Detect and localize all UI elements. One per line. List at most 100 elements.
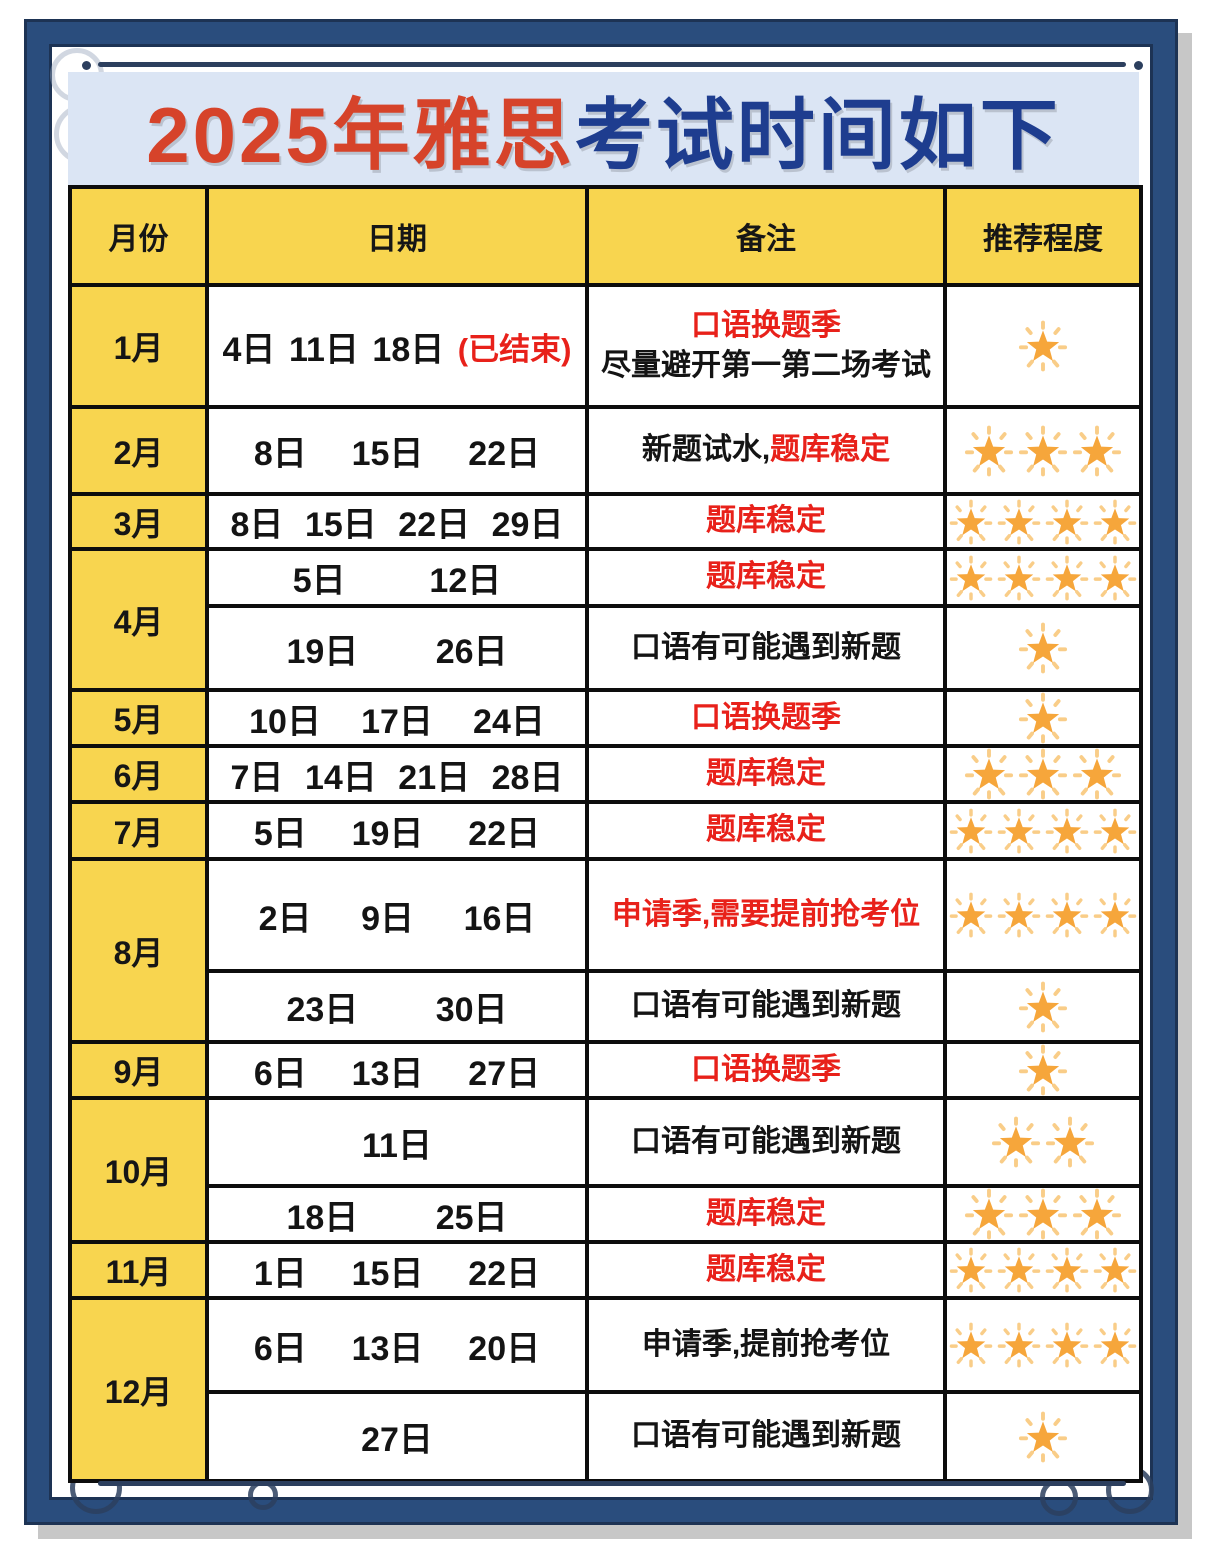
dates-cell: 5日 19日 22日	[205, 800, 589, 861]
star-icon	[1018, 1411, 1068, 1462]
decorative-line	[98, 1481, 1126, 1486]
month-cell: 3月	[68, 492, 209, 551]
dates-cell: 2日 9日 16日	[205, 857, 589, 973]
table-row: 5月 10日 17日 24日 口语换题季	[68, 688, 1143, 748]
exam-date: 26日	[435, 632, 508, 671]
dates-cell: 8日 15日 22日 29日	[205, 492, 589, 551]
decorative-dot	[1134, 61, 1143, 70]
star-icon	[1072, 750, 1122, 798]
stars-cell	[943, 1096, 1143, 1188]
exam-date: 18日	[286, 1198, 359, 1237]
exam-date: 8日	[253, 435, 307, 473]
exam-date: 9日	[361, 899, 414, 938]
star-icon	[1045, 555, 1089, 600]
table-row: 2月 8日 15日 22日 新题试水,题库稳定	[68, 405, 1143, 496]
exam-date: 8日	[230, 506, 284, 544]
table-row: 1月 4日 11日 18日 (已结束) 口语换题季 尽量避开第一第二场考试	[68, 283, 1143, 409]
exam-date: 22日	[468, 815, 541, 853]
page-title: 2025年雅思考试时间如下	[146, 73, 1061, 185]
star-icon	[1018, 622, 1068, 674]
dates-cell: 7日 14日 21日 28日	[205, 744, 589, 804]
decorative-dot	[82, 61, 91, 70]
star-icon	[964, 425, 1014, 476]
exam-date: 14日	[304, 758, 377, 797]
note-text: 题库稳定	[706, 1196, 826, 1230]
note-line: 申请季,需要提前抢考位	[591, 895, 941, 936]
dates-cell: 10日 17日 24日	[205, 688, 589, 748]
note-text: 口语有可能遇到新题	[631, 1124, 901, 1158]
stars-cell	[943, 744, 1143, 804]
note-line: 题库稳定	[591, 754, 941, 795]
note-line: 口语有可能遇到新题	[591, 986, 941, 1027]
note-cell: 口语有可能遇到新题	[585, 604, 947, 692]
dates-cell: 11日	[205, 1096, 589, 1188]
header-notes: 备注	[585, 185, 947, 287]
note-text: 题库稳定	[706, 813, 826, 847]
note-line: 题库稳定	[591, 810, 941, 851]
dates-cell: 6日 13日 27日	[205, 1040, 589, 1100]
exam-date: 15日	[304, 506, 377, 544]
star-icon	[1018, 694, 1068, 742]
note-line: 题库稳定	[591, 557, 941, 598]
star-icon	[1093, 808, 1137, 853]
note-text: 申请季,需要提前抢考位	[611, 897, 921, 931]
exam-date: 13日	[351, 1054, 424, 1093]
note-cell: 题库稳定	[585, 492, 947, 551]
month-cell: 2月	[68, 405, 209, 496]
exam-date: 2日	[258, 899, 312, 938]
month-cell: 4月	[68, 547, 209, 692]
note-cell: 申请季,需要提前抢考位	[585, 857, 947, 973]
dates-cell: 19日 26日	[205, 604, 589, 692]
star-icon	[949, 1247, 993, 1293]
stars-cell	[943, 969, 1143, 1044]
note-line: 申请季,提前抢考位	[591, 1325, 941, 1366]
note-text: 口语有可能遇到新题	[631, 989, 901, 1023]
exam-date: 4日	[222, 330, 276, 369]
exam-date: 20日	[468, 1329, 541, 1368]
month-cell: 11月	[68, 1240, 209, 1300]
note-text: 题库稳定	[770, 433, 891, 467]
header-month: 月份	[68, 185, 209, 287]
exam-date: 5日	[253, 815, 307, 853]
star-icon	[1045, 892, 1089, 938]
note-cell: 题库稳定	[585, 1184, 947, 1244]
table-row: 11月 1日 15日 22日 题库稳定	[68, 1240, 1143, 1300]
note-cell: 口语有可能遇到新题	[585, 1390, 947, 1483]
star-icon	[1093, 555, 1137, 600]
exam-date: 13日	[351, 1329, 424, 1368]
star-icon	[1072, 1190, 1122, 1238]
star-icon	[949, 892, 993, 938]
stars-cell	[943, 283, 1143, 409]
note-line: 口语有可能遇到新题	[591, 1122, 941, 1163]
note-cell: 口语有可能遇到新题	[585, 969, 947, 1044]
exam-date: 6日	[253, 1329, 307, 1368]
dates-cell: 27日	[205, 1390, 589, 1483]
note-text: 新题试水,	[641, 433, 771, 467]
note-text: 尽量避开第一第二场考试	[601, 349, 931, 382]
star-icon	[997, 808, 1041, 853]
table-row: 9月 6日 13日 27日 口语换题季	[68, 1040, 1143, 1100]
exam-date: 30日	[435, 991, 508, 1029]
stars-cell	[943, 405, 1143, 496]
note-line: 题库稳定	[591, 1194, 941, 1235]
exam-date: 18日	[372, 330, 445, 369]
exam-date: 7日	[230, 758, 284, 797]
exam-date: 22日	[398, 506, 471, 544]
note-cell: 申请季,提前抢考位	[585, 1296, 947, 1394]
star-icon	[1045, 1116, 1095, 1168]
exam-date: 21日	[398, 758, 471, 797]
stars-cell	[943, 1390, 1143, 1483]
month-cell: 6月	[68, 744, 209, 804]
star-icon	[1018, 1190, 1068, 1238]
table-row: 18日 25日 题库稳定	[70, 1184, 1143, 1244]
star-icon	[1018, 750, 1068, 798]
note-line: 题库稳定	[591, 501, 941, 542]
note-line: 口语换题季	[591, 306, 941, 347]
note-text: 题库稳定	[706, 504, 826, 538]
star-icon	[997, 555, 1041, 600]
note-text: 口语换题季	[691, 700, 841, 734]
table-row: 23日 30日 口语有可能遇到新题	[70, 969, 1143, 1044]
star-icon	[997, 499, 1041, 544]
note-text: 口语有可能遇到新题	[631, 1419, 901, 1453]
dates-cell: 6日 13日 20日	[205, 1296, 589, 1394]
